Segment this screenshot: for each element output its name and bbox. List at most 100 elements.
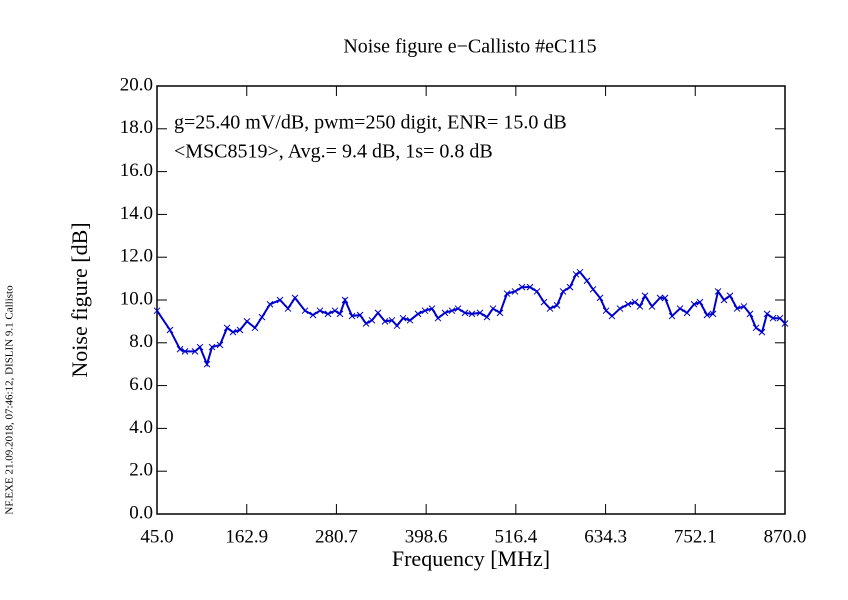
x-tick-label: 45.0 (140, 526, 173, 547)
point-marker (726, 292, 734, 300)
point-marker (596, 294, 604, 302)
y-tick-label: 18.0 (120, 117, 153, 138)
point-marker (258, 313, 266, 321)
y-tick-label: 6.0 (129, 374, 153, 395)
point-marker (733, 305, 741, 312)
point-marker (356, 311, 364, 319)
point-marker (153, 307, 161, 315)
point-marker (676, 305, 684, 312)
y-tick-label: 8.0 (129, 331, 153, 352)
point-marker (341, 296, 349, 304)
y-tick-label: 10.0 (120, 288, 153, 309)
point-marker (740, 303, 748, 310)
point-marker (181, 348, 189, 355)
point-marker (566, 283, 574, 291)
point-marker (448, 307, 456, 315)
point-marker (476, 309, 484, 317)
annotation: g=25.40 mV/dB, pwm=250 digit, ENR= 15.0 … (174, 112, 567, 134)
point-marker (331, 307, 339, 315)
point-marker (489, 305, 497, 312)
point-marker (602, 307, 610, 315)
x-tick-label: 634.3 (584, 526, 627, 547)
point-marker (208, 343, 216, 351)
point-marker (553, 301, 561, 309)
point-marker (421, 307, 429, 315)
point-marker (243, 318, 251, 325)
point-marker (533, 288, 541, 295)
point-marker (636, 303, 644, 310)
point-marker (284, 305, 292, 312)
point-marker (781, 320, 789, 327)
point-marker (608, 312, 616, 320)
x-tick-label: 516.4 (494, 526, 537, 547)
point-marker (393, 322, 401, 330)
point-marker (668, 312, 676, 320)
point-marker (236, 326, 244, 334)
y-tick-label: 14.0 (120, 203, 153, 224)
point-marker (276, 296, 284, 304)
point-marker (251, 324, 259, 332)
x-tick-label: 398.6 (405, 526, 448, 547)
point-marker (483, 313, 491, 321)
point-marker (511, 288, 519, 295)
point-marker (589, 285, 597, 293)
point-marker (434, 314, 442, 322)
point-marker (388, 316, 396, 324)
point-marker (309, 311, 317, 319)
point-marker (540, 298, 548, 306)
x-tick-label: 752.1 (674, 526, 717, 547)
point-marker (196, 343, 204, 351)
point-marker (229, 328, 237, 336)
point-marker (656, 294, 664, 302)
point-marker (368, 316, 376, 324)
point-marker (461, 309, 469, 317)
point-marker (690, 300, 698, 308)
y-tick-label: 12.0 (120, 246, 153, 267)
point-marker (362, 320, 370, 327)
y-tick-label: 4.0 (129, 417, 153, 438)
side-note: NF.EXE 21.09.2018, 07:46:12, DISLIN 9.1 … (4, 285, 16, 515)
y-tick-label: 0.0 (129, 502, 153, 523)
point-marker (336, 310, 344, 318)
point-marker (559, 288, 567, 295)
point-marker (683, 309, 691, 317)
point-marker (468, 310, 476, 318)
point-marker (496, 309, 504, 317)
point-marker (414, 310, 422, 318)
point-marker (746, 310, 754, 318)
point-marker (763, 310, 771, 318)
point-marker (191, 348, 199, 355)
point-marker (526, 283, 534, 291)
x-tick-label: 162.9 (225, 526, 268, 547)
point-marker (758, 328, 766, 336)
point-marker (631, 298, 639, 306)
point-marker (399, 314, 407, 322)
y-axis-label: Noise figure [dB] (67, 222, 92, 377)
y-tick-label: 16.0 (120, 160, 153, 181)
point-marker (546, 305, 554, 312)
point-marker (381, 318, 389, 325)
point-marker (583, 277, 591, 285)
point-marker (616, 305, 624, 312)
point-marker (216, 341, 224, 349)
point-marker (291, 294, 299, 302)
point-marker (624, 300, 632, 308)
point-marker (769, 314, 777, 322)
point-marker (714, 288, 722, 295)
point-marker (576, 268, 584, 276)
point-marker (720, 296, 728, 304)
point-marker (166, 326, 174, 334)
point-marker (301, 307, 309, 315)
point-marker (316, 307, 324, 315)
point-marker (752, 324, 760, 332)
point-marker (518, 283, 526, 291)
point-marker (324, 310, 332, 318)
point-marker (641, 292, 649, 300)
point-marker (266, 300, 274, 308)
point-marker (696, 298, 704, 306)
point-marker (223, 324, 231, 332)
point-marker (348, 312, 356, 320)
point-marker (441, 309, 449, 317)
